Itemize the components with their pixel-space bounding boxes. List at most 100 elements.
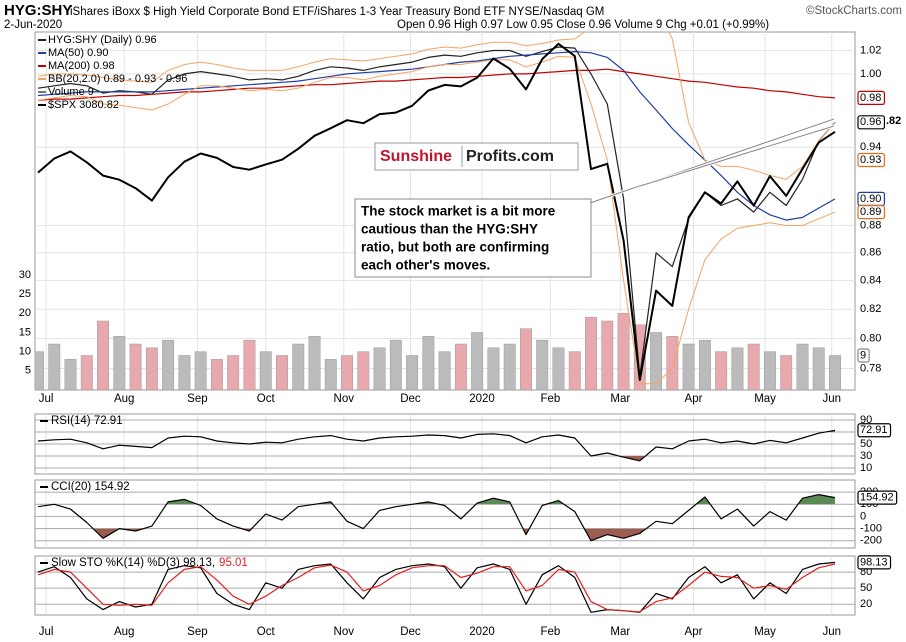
note-line: The stock market is a bit more xyxy=(361,204,556,219)
volume-tick-label: 30 xyxy=(19,269,31,281)
y-tick-label: 50 xyxy=(860,582,872,594)
volume-bar xyxy=(35,351,44,390)
shade-area xyxy=(166,494,835,505)
series-line xyxy=(37,563,836,613)
volume-bar xyxy=(487,347,500,390)
volume-bar xyxy=(210,359,223,390)
series-line xyxy=(37,494,836,542)
volume-bar xyxy=(308,336,321,390)
end-label-box xyxy=(857,152,886,168)
end-label: 0.90 xyxy=(860,193,881,205)
volume-bar xyxy=(259,351,272,390)
volume-bar xyxy=(585,316,597,390)
x-tick-label: 2020 xyxy=(469,393,495,405)
end-label: 0.89 xyxy=(860,206,881,218)
source: ©StockCharts.com xyxy=(806,5,902,17)
end-label-box xyxy=(857,205,886,220)
annotations: Sunshine Profits.com The stock market is… xyxy=(354,117,835,278)
x-tick-label: Aug xyxy=(114,393,134,405)
x-tick-label: Dec xyxy=(400,393,421,405)
logo-left: Sunshine xyxy=(380,148,452,165)
x-tick-label: Mar xyxy=(610,393,630,405)
volume-tick-label: 15 xyxy=(19,326,31,338)
legend-label: Volume 9 xyxy=(48,86,94,98)
x-tick-label: Oct xyxy=(257,626,276,638)
volume-bar xyxy=(422,336,435,390)
end-label-box xyxy=(857,348,870,363)
x-tick-label: May xyxy=(754,626,776,638)
end-label: 72.91 xyxy=(860,424,888,436)
end-label: 9 xyxy=(860,349,866,361)
legend-label: Slow STO %K(14) %D(3) 98.13, xyxy=(51,557,215,569)
note-line: cautious than the HYG:SHY xyxy=(361,222,538,237)
logo-right: Profits.com xyxy=(466,148,554,165)
x-tick-label: Apr xyxy=(685,626,703,638)
volume-bar xyxy=(406,355,419,390)
end-label-box xyxy=(857,90,886,105)
volume-bar xyxy=(633,324,646,390)
legend-label: $SPX 3080.82 xyxy=(48,99,119,111)
volume-bar xyxy=(64,359,77,390)
chart-title: HYG:SHY xyxy=(4,2,72,19)
y-tick-label: 30 xyxy=(860,450,872,462)
bollinger-band xyxy=(37,55,836,385)
trend-line xyxy=(589,118,835,204)
note-box xyxy=(354,198,592,278)
volume-bar xyxy=(48,343,61,390)
legend-label: BB(20,2.0) 0.89 - 0.93 - 0.96 xyxy=(48,73,187,85)
x-tick-label: Sep xyxy=(187,626,207,638)
panel-frame xyxy=(34,479,856,549)
y-tick-label: 0.82 xyxy=(860,303,881,315)
y-tick-label: 0.78 xyxy=(860,362,881,374)
y-tick-label: 0.94 xyxy=(860,141,881,153)
chart-subtitle: iShares iBoxx $ High Yield Corporate Bon… xyxy=(70,6,604,18)
volume-bar xyxy=(438,351,451,390)
plot-area xyxy=(37,494,836,542)
x-tick-label: Jun xyxy=(822,393,841,405)
logo-box xyxy=(374,142,579,171)
volume-bar xyxy=(503,343,516,390)
volume-bar xyxy=(162,339,175,390)
y-tick-label: 1.02 xyxy=(860,44,881,56)
volume-bar xyxy=(617,313,630,390)
volume-bar xyxy=(796,343,809,390)
x-tick-label: Aug xyxy=(114,626,134,638)
volume-bar xyxy=(80,355,93,390)
x-tick-label: Jun xyxy=(822,626,841,638)
note-line: ratio, but both are confirming xyxy=(361,240,549,255)
end-label: 0.93 xyxy=(860,154,881,166)
plot-area xyxy=(37,561,836,613)
volume-tick-label: 5 xyxy=(25,365,31,377)
volume-bar xyxy=(194,351,207,390)
volume-bar xyxy=(812,347,825,390)
volume-bar xyxy=(276,355,288,390)
volume-bar xyxy=(536,339,549,390)
note-line: each other's moves. xyxy=(361,258,490,273)
volume-bar xyxy=(650,332,663,390)
x-tick-label: Nov xyxy=(334,626,355,638)
x-tick-label: Mar xyxy=(610,626,630,638)
end-label: 0.98 xyxy=(860,92,881,104)
volume-bar xyxy=(129,343,142,390)
volume-bar xyxy=(747,343,760,390)
volume-bar xyxy=(178,355,191,390)
y-tick-label: 10 xyxy=(860,462,872,474)
volume-bar xyxy=(373,347,386,390)
x-tick-label: Feb xyxy=(540,626,560,638)
x-tick-label: Jul xyxy=(39,393,54,405)
end-label-box xyxy=(857,423,892,438)
volume-bar xyxy=(454,343,467,390)
volume-bar xyxy=(568,351,581,390)
end-label-box xyxy=(857,490,898,505)
volume-bar xyxy=(780,355,793,390)
y-tick-label: 0.86 xyxy=(860,247,881,259)
plot-area xyxy=(35,32,841,390)
volume-bar xyxy=(389,339,402,390)
end-label-box xyxy=(857,115,886,130)
volume-bar xyxy=(601,320,614,390)
volume-bar xyxy=(731,347,744,390)
volume-bar xyxy=(97,320,110,390)
y-tick-label: 90 xyxy=(860,414,872,426)
volume-bar xyxy=(666,336,679,390)
